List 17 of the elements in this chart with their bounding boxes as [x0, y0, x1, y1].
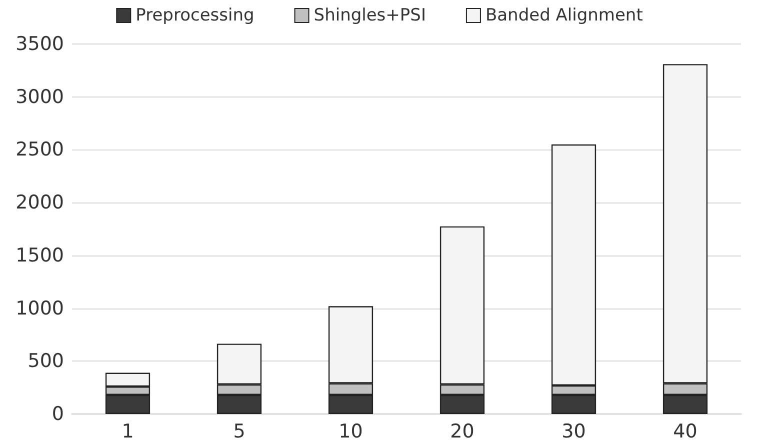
y-tick-label: 3500 [16, 33, 64, 55]
legend-label: Shingles+PSI [314, 6, 426, 26]
x-tick-label: 40 [673, 420, 698, 442]
y-tick-label: 0 [52, 403, 64, 425]
y-tick-label: 1000 [16, 297, 64, 320]
y-tick-label: 2500 [16, 138, 64, 161]
legend-label: Banded Alignment [485, 6, 644, 26]
x-tick-label: 30 [562, 420, 586, 442]
x-tick-label: 10 [338, 420, 363, 442]
x-tick-label: 20 [450, 420, 474, 442]
x-tick-label: 5 [233, 420, 246, 442]
legend-label: Preprocessing [136, 6, 254, 26]
y-tick-label: 2000 [16, 192, 64, 214]
y-tick-label: 3000 [16, 86, 64, 108]
y-tick-label: 500 [28, 350, 64, 372]
y-tick-label: 1500 [16, 244, 64, 266]
x-tick-label: 1 [122, 420, 134, 442]
